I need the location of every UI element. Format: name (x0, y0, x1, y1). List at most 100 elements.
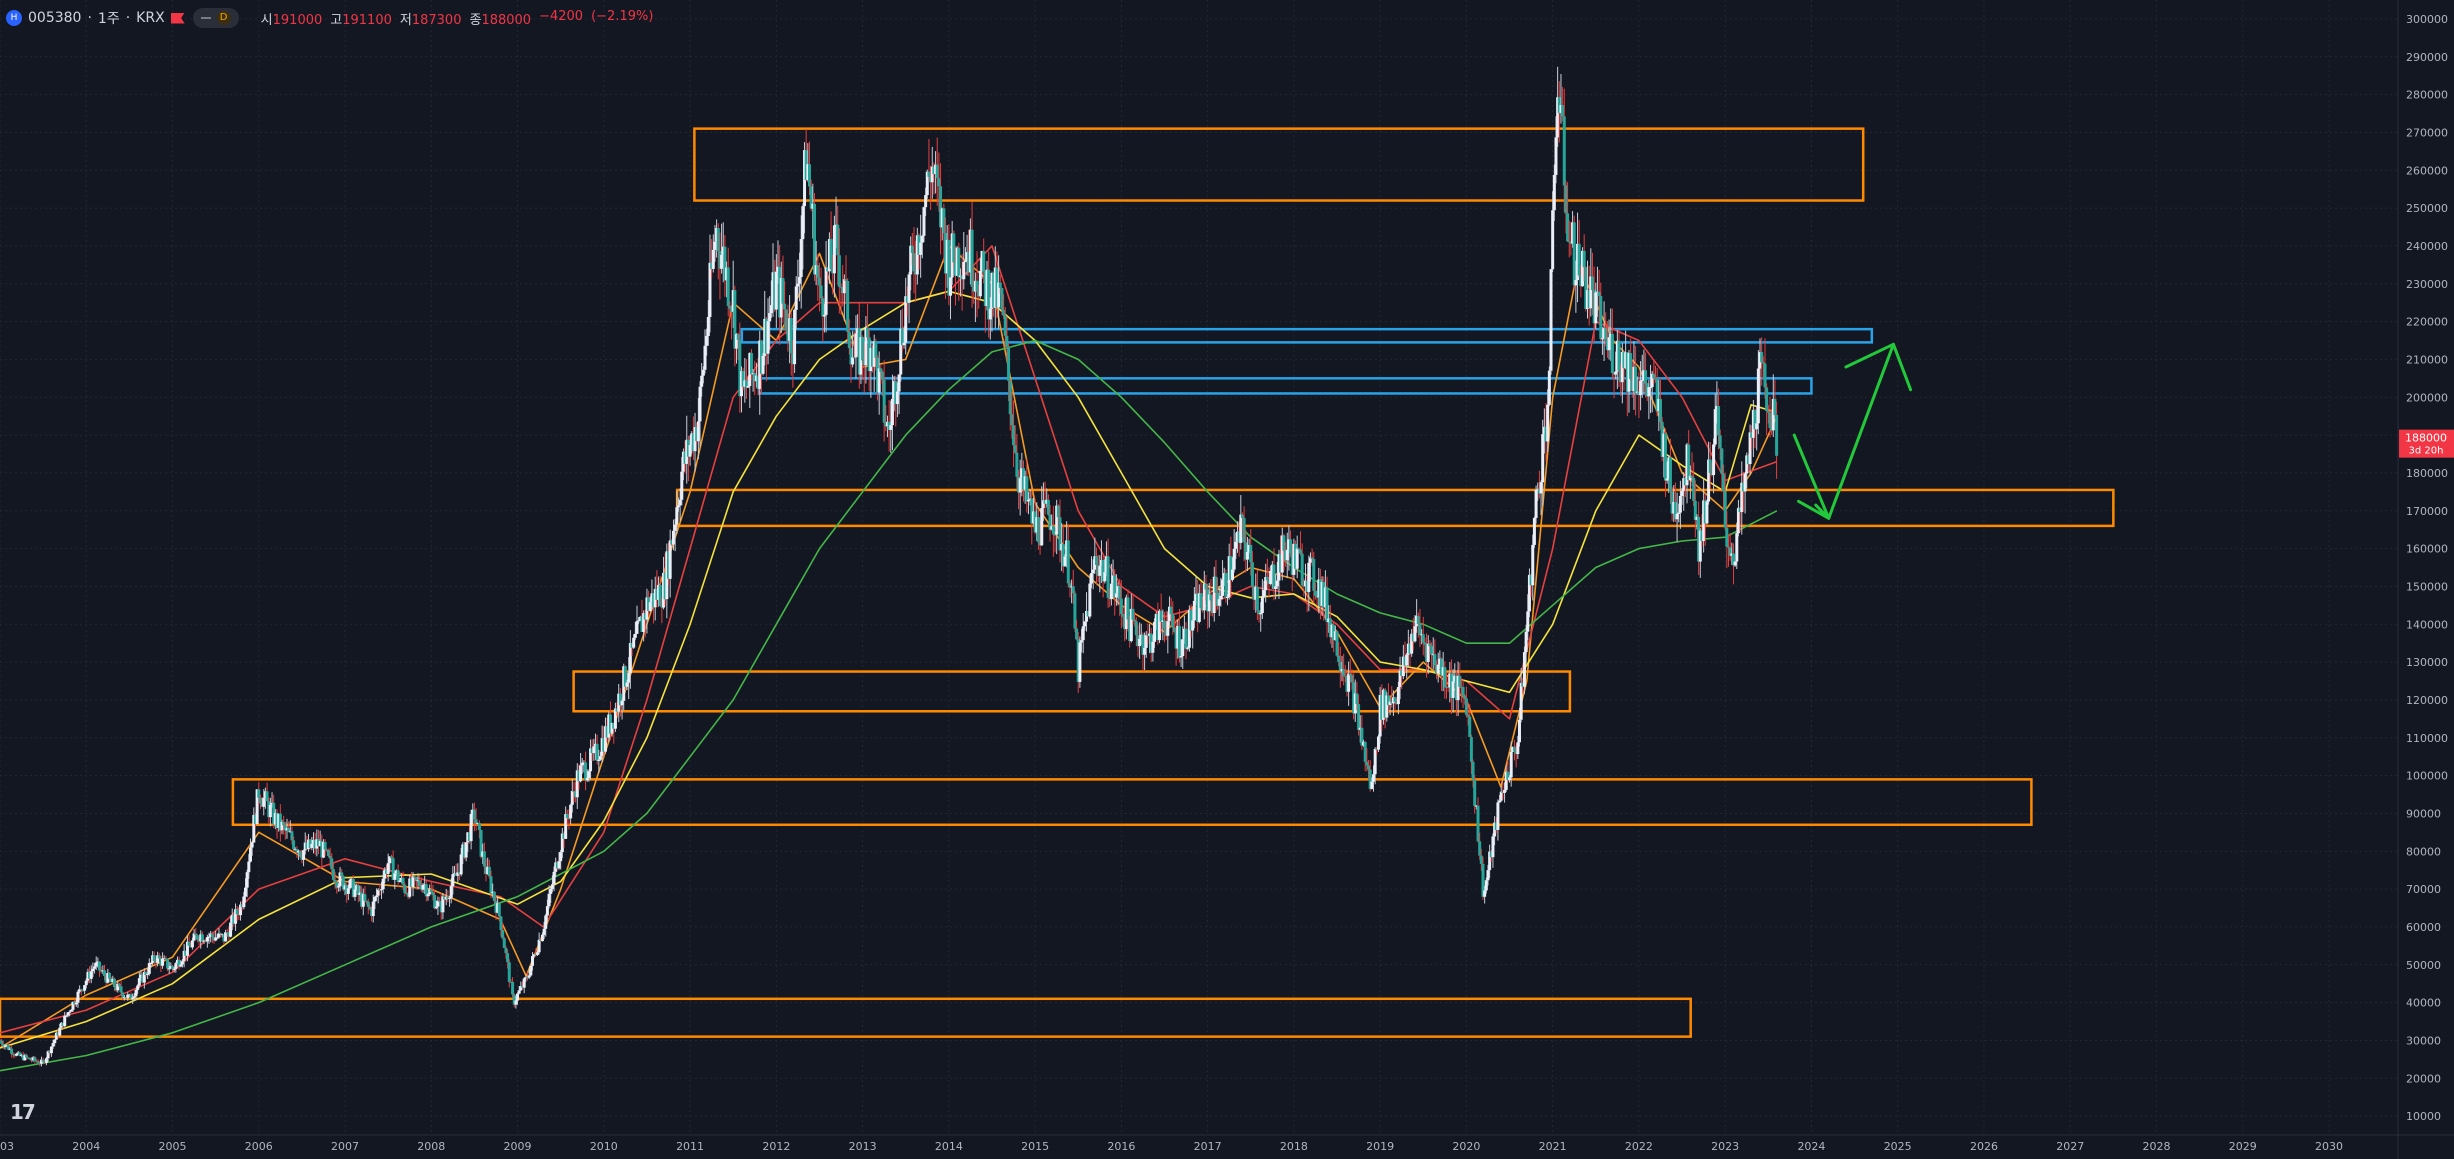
candle-body (1740, 482, 1744, 513)
candle-body (691, 433, 695, 452)
candle-body (1768, 412, 1772, 428)
candle-body (1726, 546, 1730, 548)
candle-body (411, 876, 415, 887)
candle-body (927, 171, 931, 177)
candle-body (678, 499, 682, 506)
candle-body (1262, 590, 1266, 597)
candle-body (1119, 598, 1123, 615)
candle-body (1348, 673, 1352, 676)
y-tick-label: 130000 (2406, 656, 2448, 669)
candle-body (1081, 626, 1085, 641)
data-status-pill[interactable]: D (192, 8, 239, 28)
tradingview-logo-icon[interactable]: 17 (10, 1100, 36, 1124)
candle-body (1551, 210, 1555, 270)
candle-body (1493, 822, 1497, 837)
candle-body (307, 839, 311, 850)
candle-body (195, 935, 199, 940)
candle-body (169, 965, 173, 969)
candle-body (1722, 473, 1726, 492)
candle-body (650, 593, 654, 603)
candle-body (1065, 540, 1069, 557)
candle-body (1687, 444, 1691, 481)
candle-body (414, 877, 418, 881)
flag-icon[interactable] (170, 12, 185, 24)
candle-body (798, 277, 802, 284)
candle-body (764, 318, 768, 354)
candle-body (10, 1048, 14, 1054)
candle-body (1365, 761, 1369, 766)
projection-arrows[interactable] (1792, 342, 1913, 520)
orange-zone-rectangle[interactable] (572, 670, 1572, 713)
candle-body (1700, 530, 1704, 542)
candle-body (1466, 714, 1470, 717)
candle-body (1426, 643, 1430, 662)
candle-body (1670, 491, 1674, 514)
candle-body (1023, 476, 1027, 490)
candle-body (418, 880, 422, 886)
candle-body (1748, 432, 1752, 465)
orange-zone-rectangle[interactable] (0, 997, 1692, 1038)
candle-body (293, 849, 297, 851)
candle-body (1041, 500, 1045, 509)
orange-zone-rectangle[interactable] (231, 778, 2033, 827)
candle-body (932, 166, 936, 175)
candle-body (741, 371, 745, 387)
candle-body (574, 791, 578, 798)
candle-body (1372, 774, 1376, 782)
candle-body (763, 318, 767, 356)
candle-body (1693, 500, 1697, 520)
candle-body (139, 974, 143, 979)
candle-body (378, 889, 382, 891)
candle-body (1499, 791, 1503, 801)
candle-body (1592, 289, 1596, 324)
candle-body (1630, 378, 1634, 392)
candle-body (361, 894, 365, 907)
candle-body (1420, 634, 1424, 636)
candle-body (1717, 406, 1721, 436)
candle-body (1176, 625, 1180, 649)
candle-body (492, 891, 496, 901)
candle-body (686, 439, 690, 457)
orange-zone-rectangle[interactable] (693, 127, 1865, 202)
candle-body (620, 700, 624, 706)
candle-body (1479, 855, 1483, 864)
candle-body (705, 336, 709, 346)
candle-body (1249, 544, 1253, 563)
arrow-head[interactable] (1797, 499, 1831, 520)
candle-body (380, 889, 384, 891)
candle-body (655, 588, 659, 600)
candle-body (1446, 686, 1450, 688)
candle-body (1264, 577, 1268, 591)
candle-body (623, 666, 627, 687)
candle-body (751, 373, 755, 375)
candle-body (1340, 669, 1344, 672)
candle-body (162, 958, 166, 960)
candle-body (998, 282, 1002, 288)
candle-body (1222, 573, 1226, 580)
candle-body (756, 375, 760, 389)
candle-body (887, 421, 891, 430)
arrow-head[interactable] (1844, 342, 1913, 392)
candle-body (647, 597, 651, 611)
candle-body (1658, 399, 1662, 422)
candle-body (884, 422, 888, 427)
candle-body (1595, 291, 1599, 293)
zones[interactable] (0, 127, 2115, 1038)
candle-body (690, 433, 694, 445)
candle-body (1579, 275, 1583, 287)
candle-body (1741, 482, 1745, 492)
symbol-block[interactable]: H 005380 · 1주 · KRX (6, 8, 185, 28)
candle-body (653, 588, 657, 608)
candle-body (829, 239, 833, 269)
candle-body (1489, 851, 1493, 858)
candle-body (471, 809, 475, 815)
candle-body (1071, 586, 1075, 594)
blue-zone-rectangle[interactable] (740, 327, 1874, 344)
candle-body (1662, 433, 1666, 457)
candle-body (590, 748, 594, 754)
candle-body (1353, 693, 1357, 714)
candle-body (330, 858, 334, 870)
candle-body (1166, 621, 1170, 636)
candle-body (899, 328, 903, 375)
